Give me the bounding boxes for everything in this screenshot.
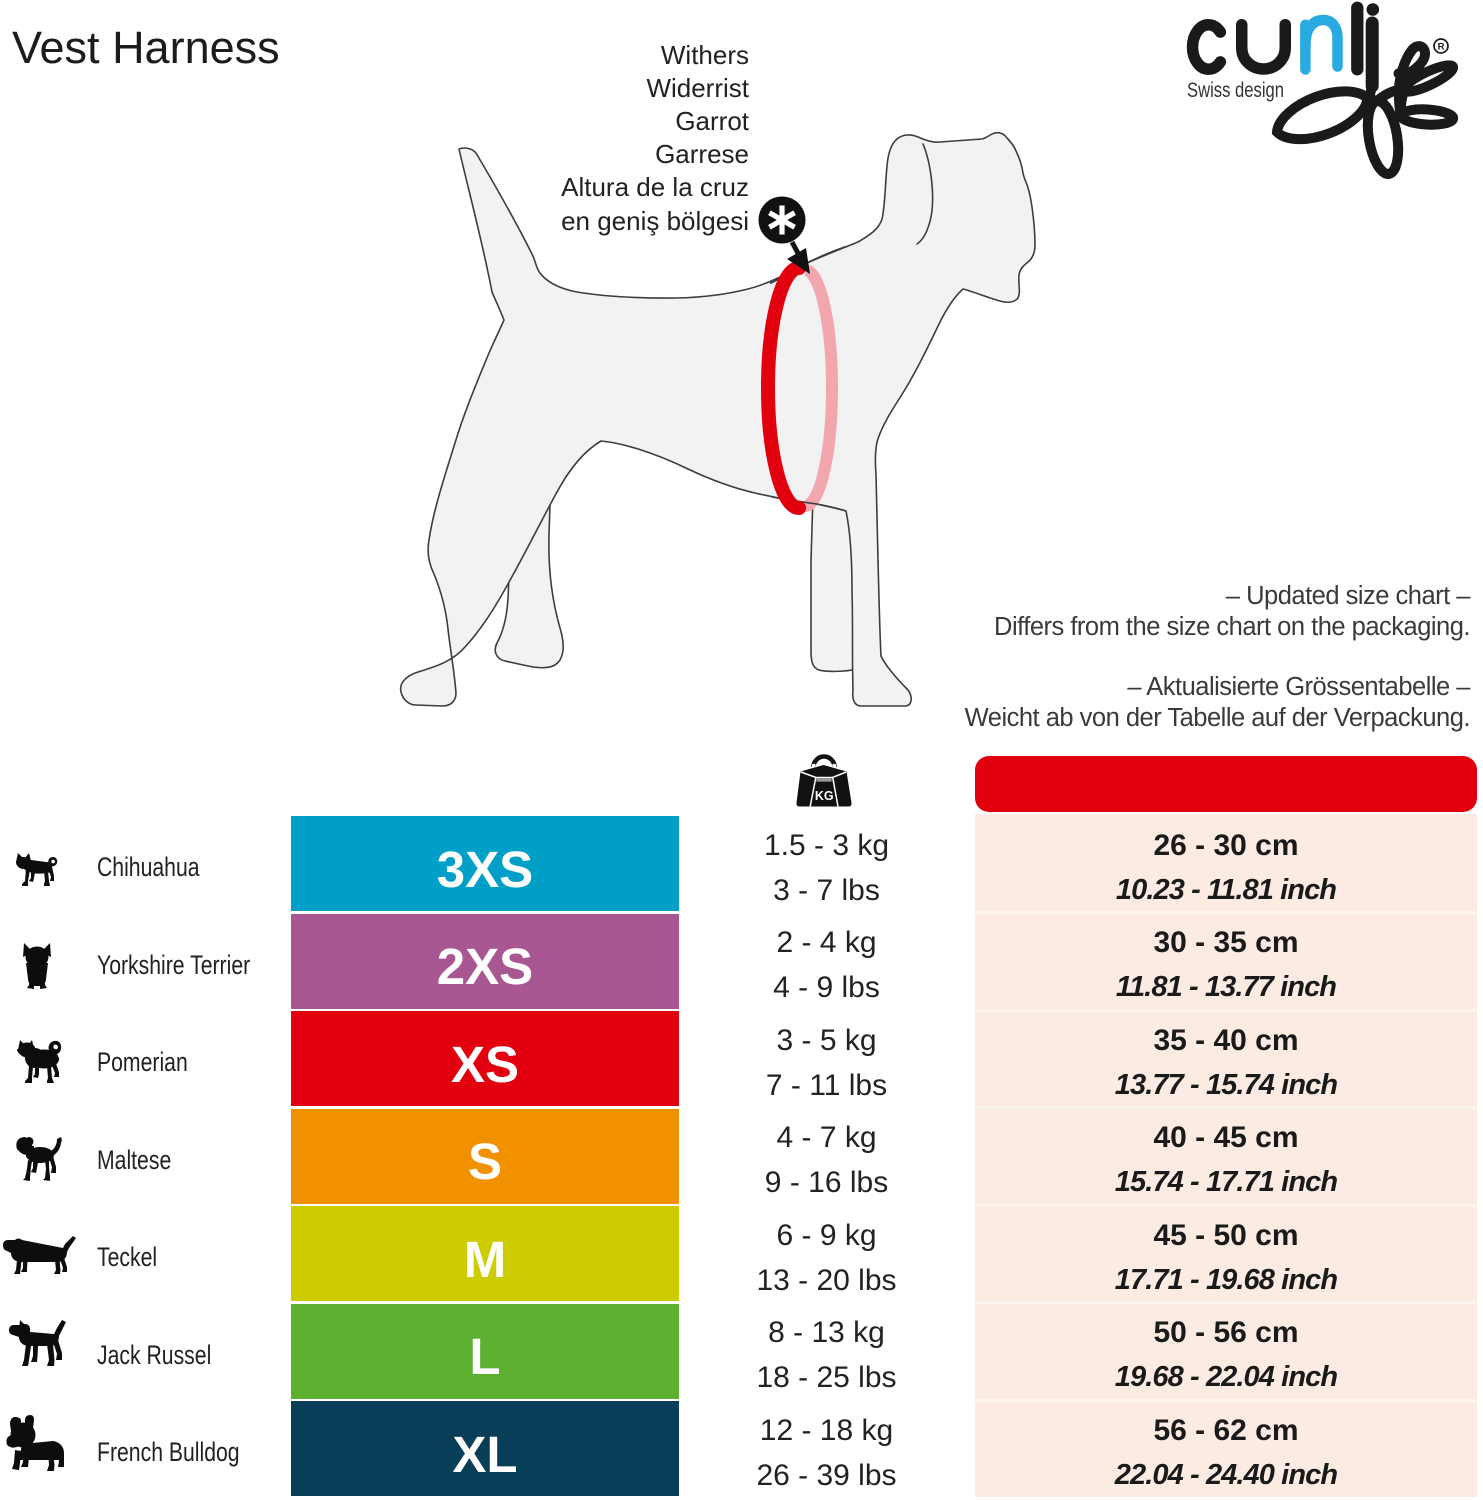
svg-text:KG: KG <box>815 789 834 803</box>
svg-text:Swiss design: Swiss design <box>1187 79 1284 102</box>
svg-text:R: R <box>1438 42 1445 53</box>
